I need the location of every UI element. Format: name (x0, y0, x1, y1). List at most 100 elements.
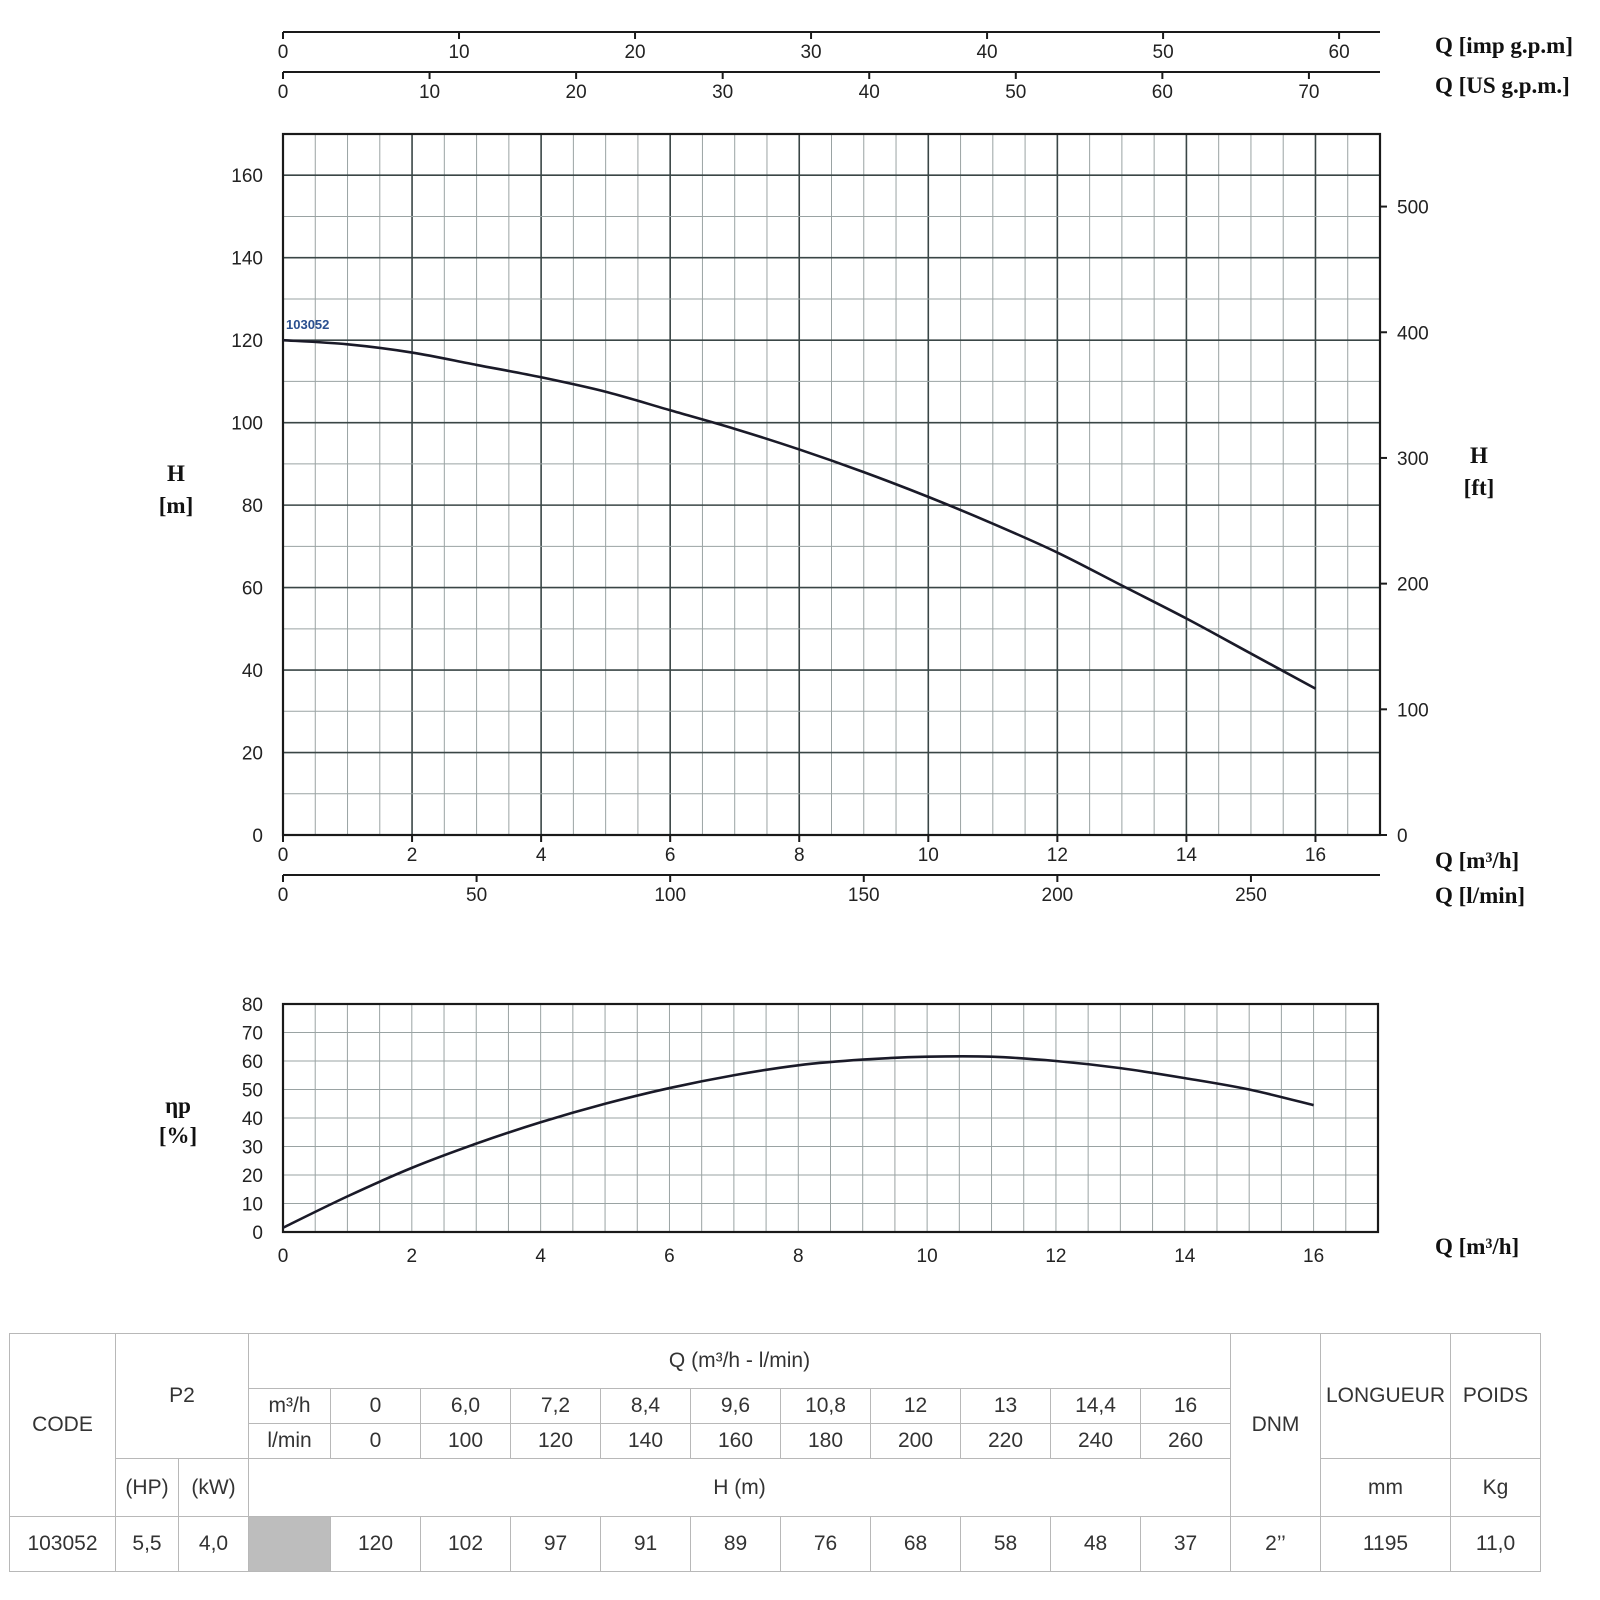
eff-y-tick: 10 (242, 1195, 263, 1216)
charts-canvas: 0204060801001201401600100200300400500H[m… (159, 31, 1573, 1267)
eff-x-tick: 0 (278, 1246, 289, 1267)
grey-cell (248, 1516, 331, 1572)
q-lmin-value: 240 (1050, 1423, 1141, 1459)
axis-us-gpm-tick: 0 (278, 82, 289, 103)
head-y-tick: 160 (231, 166, 263, 187)
head-y-right-tick: 200 (1397, 575, 1429, 596)
axis-m3h-tick: 16 (1305, 845, 1326, 866)
q-m3h-value: 13 (960, 1388, 1051, 1424)
h-value: 89 (690, 1516, 781, 1572)
axis-lmin-tick: 150 (848, 885, 880, 906)
eff-y-label-unit: [%] (159, 1123, 197, 1148)
eff-x-label: Q [m³/h] (1435, 1234, 1519, 1259)
axis-us-gpm-tick: 20 (566, 82, 587, 103)
eff-y-tick: 50 (242, 1081, 263, 1102)
head-y-label-symbol: H (167, 461, 185, 486)
axis-imp-gpm-tick: 10 (448, 42, 469, 63)
head-chart: 0204060801001201401600100200300400500H[m… (159, 31, 1573, 908)
kg-unit: Kg (1450, 1458, 1541, 1517)
eff-y-label-symbol: ηp (165, 1093, 191, 1118)
q-m3h-value: 0 (330, 1388, 421, 1424)
spec-table: CODE P2 Q (m³/h - l/min) DNM LONGUEUR PO… (9, 1333, 1541, 1572)
h-value: 48 (1050, 1516, 1141, 1572)
q-lmin-value: 180 (780, 1423, 871, 1459)
head-y-tick: 100 (231, 414, 263, 435)
axis-lmin-tick: 100 (654, 885, 686, 906)
q-lmin-value: 200 (870, 1423, 961, 1459)
axis-imp-gpm-tick: 20 (624, 42, 645, 63)
hp-header: (HP) (115, 1458, 179, 1517)
q-lmin-value: 160 (690, 1423, 781, 1459)
eff-curve (282, 1054, 1314, 1229)
eff-y-tick: 80 (242, 995, 263, 1016)
h-value: 91 (600, 1516, 691, 1572)
axis-m3h-tick: 12 (1047, 845, 1068, 866)
eff-x-tick: 2 (407, 1246, 418, 1267)
head-y-right-label-symbol: H (1470, 443, 1488, 468)
q-lmin-value: 100 (420, 1423, 511, 1459)
axis-m3h-tick: 10 (918, 845, 939, 866)
axis-m3h-tick: 6 (665, 845, 676, 866)
axis-lmin-label: Q [l/min] (1435, 883, 1525, 908)
q-lmin-value: 0 (330, 1423, 421, 1459)
q-m3h-value: 14,4 (1050, 1388, 1141, 1424)
m3h-label: m³/h (248, 1388, 331, 1424)
head-y-right-tick: 100 (1397, 700, 1429, 721)
axis-us-gpm-tick: 40 (859, 82, 880, 103)
axis-m3h-tick: 8 (794, 845, 805, 866)
h-header: H (m) (248, 1458, 1231, 1517)
axis-lmin-tick: 200 (1042, 885, 1074, 906)
head-curve-103052 (282, 338, 1317, 690)
h-value: 97 (510, 1516, 601, 1572)
series-label-103052: 103052 (286, 317, 329, 332)
q-lmin-value: 260 (1140, 1423, 1231, 1459)
efficiency-chart: 0 10 20 30 40 50 60 70 80 0 2 4 6 8 10 12 14 16 Q [m³/h] ηp… (159, 995, 1519, 1267)
code-header: CODE (9, 1333, 116, 1517)
eff-x-tick: 6 (664, 1246, 675, 1267)
eff-x-tick: 16 (1303, 1246, 1324, 1267)
kw-header: (kW) (178, 1458, 249, 1517)
head-y-right-tick: 400 (1397, 323, 1429, 344)
longueur-header: LONGUEUR (1320, 1333, 1451, 1459)
axis-imp-gpm-tick: 0 (278, 42, 289, 63)
head-y-tick: 40 (242, 661, 263, 682)
q-m3h-value: 12 (870, 1388, 961, 1424)
h-value: 37 (1140, 1516, 1231, 1572)
axis-lmin-tick: 250 (1235, 885, 1267, 906)
eff-x-tick: 12 (1045, 1246, 1066, 1267)
eff-y-tick: 0 (252, 1223, 263, 1244)
row-dnm: 2’’ (1230, 1516, 1321, 1572)
axis-m3h-tick: 2 (407, 845, 418, 866)
axis-m3h-tick: 0 (278, 845, 289, 866)
head-y-tick: 80 (242, 496, 263, 517)
poids-header: POIDS (1450, 1333, 1541, 1459)
head-y-tick: 0 (252, 826, 263, 847)
row-poids: 11,0 (1450, 1516, 1541, 1572)
h-value: 68 (870, 1516, 961, 1572)
p2-header: P2 (115, 1333, 249, 1459)
q-lmin-value: 140 (600, 1423, 691, 1459)
axis-m3h-tick: 4 (536, 845, 547, 866)
q-m3h-value: 7,2 (510, 1388, 601, 1424)
h-value: 120 (330, 1516, 421, 1572)
axis-us-gpm-tick: 70 (1298, 82, 1319, 103)
axis-imp-gpm-tick: 50 (1153, 42, 1174, 63)
axis-us-gpm-tick: 10 (419, 82, 440, 103)
row-code: 103052 (9, 1516, 116, 1572)
mm-unit: mm (1320, 1458, 1451, 1517)
eff-x-tick: 10 (917, 1246, 938, 1267)
axis-imp-gpm-label: Q [imp g.p.m] (1435, 33, 1573, 58)
q-header: Q (m³/h - l/min) (248, 1333, 1231, 1389)
q-m3h-value: 16 (1140, 1388, 1231, 1424)
axis-imp-gpm-tick: 40 (976, 42, 997, 63)
row-longueur: 1195 (1320, 1516, 1451, 1572)
head-y-right-tick: 500 (1397, 198, 1429, 219)
dnm-header: DNM (1230, 1333, 1321, 1517)
head-y-right-tick: 300 (1397, 449, 1429, 470)
row-kw: 4,0 (178, 1516, 249, 1572)
h-value: 76 (780, 1516, 871, 1572)
q-m3h-value: 10,8 (780, 1388, 871, 1424)
head-y-tick: 120 (231, 331, 263, 352)
eff-y-tick: 70 (242, 1024, 263, 1045)
q-lmin-value: 120 (510, 1423, 601, 1459)
